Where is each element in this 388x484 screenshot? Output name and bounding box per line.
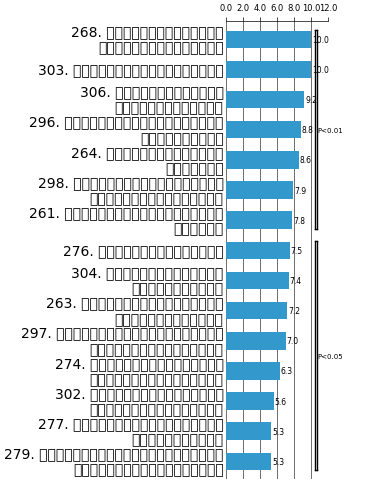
Text: 7.9: 7.9 xyxy=(294,186,306,195)
Bar xyxy=(226,61,311,79)
Text: 8.8: 8.8 xyxy=(301,126,314,135)
Text: P<0.05: P<0.05 xyxy=(317,353,343,359)
Text: 6.3: 6.3 xyxy=(281,367,293,376)
Bar xyxy=(226,242,290,259)
Text: 7.2: 7.2 xyxy=(288,306,300,316)
Text: 7.8: 7.8 xyxy=(293,216,305,225)
Text: 10.0: 10.0 xyxy=(312,66,329,75)
Text: 7.5: 7.5 xyxy=(291,246,303,255)
Text: 5.3: 5.3 xyxy=(272,427,284,436)
Text: P<0.01: P<0.01 xyxy=(317,127,343,134)
Bar xyxy=(226,302,288,320)
Bar xyxy=(226,91,304,109)
Bar xyxy=(226,212,293,229)
Bar xyxy=(226,393,274,410)
Text: 9.2: 9.2 xyxy=(305,96,317,105)
Bar xyxy=(226,333,286,350)
Bar xyxy=(226,182,293,199)
Bar xyxy=(226,453,271,470)
Bar xyxy=(226,272,289,289)
Text: 5.6: 5.6 xyxy=(274,397,287,406)
Bar xyxy=(226,423,271,440)
Text: 8.6: 8.6 xyxy=(300,156,312,165)
Text: 5.3: 5.3 xyxy=(272,457,284,466)
Bar xyxy=(226,152,299,169)
Bar xyxy=(226,363,280,380)
Bar xyxy=(226,31,311,49)
Text: 10.0: 10.0 xyxy=(312,36,329,45)
Text: 7.0: 7.0 xyxy=(286,336,298,346)
Bar xyxy=(226,122,301,139)
Text: 7.4: 7.4 xyxy=(290,276,302,286)
